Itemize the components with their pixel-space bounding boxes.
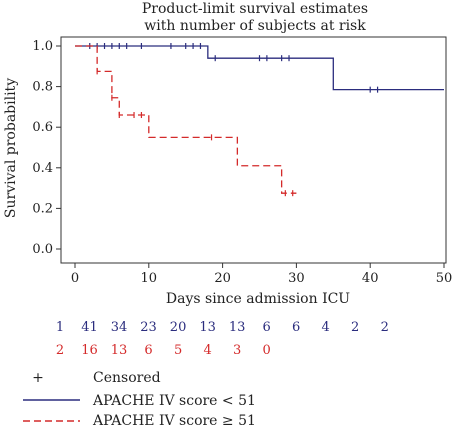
at-risk-value: 16 [81, 343, 98, 358]
x-tick-label: 50 [436, 271, 453, 286]
at-risk-value: 41 [81, 320, 98, 335]
at-risk-value: 0 [262, 343, 270, 358]
at-risk-value: 5 [174, 343, 182, 358]
at-risk-value: 3 [233, 343, 241, 358]
at-risk-value: 4 [203, 343, 211, 358]
plot-frame [60, 36, 447, 264]
survival-curve-series-0 [75, 45, 444, 91]
chart-title-line-2: with number of subjects at risk [144, 18, 366, 34]
legend-censored-label: Censored [93, 370, 161, 386]
survival-curve-series-1 [75, 45, 297, 194]
y-tick-label: 0.6 [32, 120, 53, 135]
at-risk-table: 1 41 34 23 20 13 13 6 6 4 2 2 2 16 13 6 5 4 3 0 [56, 320, 389, 358]
at-risk-value: 4 [322, 320, 330, 335]
y-tick-label: 0.0 [32, 242, 53, 257]
y-tick-label: 1.0 [32, 39, 53, 54]
at-risk-value: 6 [144, 343, 152, 358]
legend-label-low-score: APACHE IV score < 51 [92, 393, 256, 409]
at-risk-value: 1 [56, 320, 64, 335]
at-risk-value: 6 [292, 320, 300, 335]
series-layer [75, 43, 444, 197]
x-tick-label: 0 [71, 271, 79, 286]
x-axis-label: Days since admission ICU [166, 291, 350, 307]
y-tick-label: 0.4 [32, 161, 53, 176]
at-risk-value: 2 [381, 320, 389, 335]
chart-title-line-1: Product-limit survival estimates [142, 1, 368, 17]
at-risk-value: 13 [229, 320, 246, 335]
chart-title: Product-limit survival estimates with nu… [142, 1, 368, 34]
at-risk-value: 23 [140, 320, 157, 335]
y-axis: 0.0 0.2 0.4 0.6 0.8 1.0 [32, 39, 61, 257]
at-risk-value: 2 [56, 343, 64, 358]
legend-label-high-score: APACHE IV score ≥ 51 [92, 413, 256, 426]
y-tick-label: 0.2 [32, 201, 53, 216]
at-risk-value: 6 [262, 320, 270, 335]
x-axis: 0 10 20 30 40 50 [71, 263, 452, 286]
x-tick-label: 30 [288, 271, 305, 286]
y-axis-label: Survival probability [3, 78, 19, 218]
x-tick-label: 40 [362, 271, 379, 286]
x-tick-label: 10 [141, 271, 158, 286]
legend: + Censored APACHE IV score < 51 APACHE I… [23, 370, 256, 426]
at-risk-value: 13 [199, 320, 216, 335]
x-tick-label: 20 [214, 271, 231, 286]
legend-censored-symbol: + [32, 370, 44, 386]
at-risk-value: 34 [111, 320, 128, 335]
at-risk-value: 2 [351, 320, 359, 335]
at-risk-value: 13 [111, 343, 128, 358]
at-risk-value: 20 [170, 320, 187, 335]
y-tick-label: 0.8 [32, 80, 53, 95]
